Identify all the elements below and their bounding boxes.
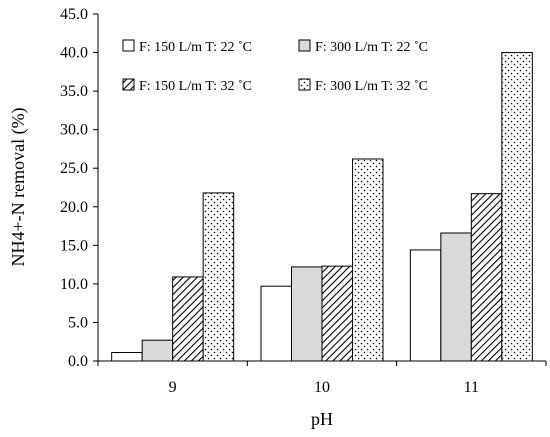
bar (409, 249, 442, 362)
y-tick-label: 0.0 (68, 353, 88, 370)
bar (440, 232, 472, 362)
bar (202, 192, 235, 362)
bar (470, 193, 503, 362)
y-tick-label: 35.0 (60, 83, 88, 100)
x-tick-labels: 9 10 11 (169, 379, 479, 396)
legend-swatch (122, 78, 135, 91)
y-tick-label: 25.0 (60, 160, 88, 177)
bar (352, 158, 384, 362)
y-tick-label: 5.0 (68, 314, 88, 331)
legend-label: F: 150 L/m T: 32 ˚C (139, 79, 252, 94)
legend-label: F: 300 L/m T: 32 ˚C (315, 79, 428, 94)
bar (291, 266, 323, 362)
legend-label: F: 300 L/m T: 22 ˚C (315, 40, 428, 55)
y-tick-label: 30.0 (60, 122, 88, 139)
bar (111, 352, 143, 362)
bar (172, 276, 204, 362)
legend: F: 150 L/m T: 22 ˚C F: 300 L/m T: 22 ˚C F:… (122, 39, 428, 94)
x-tick-label: 11 (464, 379, 479, 396)
y-tick-label: 10.0 (60, 276, 88, 293)
y-tick-label: 45.0 (60, 6, 88, 23)
y-tick-labels: 0.0 5.0 10.0 15.0 20.0 25.0 30.0 35.0 40.0 45.0 (60, 6, 88, 370)
legend-swatch (298, 78, 311, 91)
bar (321, 265, 353, 362)
y-tick-label: 15.0 (60, 237, 88, 254)
axes-layer (93, 13, 547, 366)
y-tick-label: 40.0 (60, 45, 88, 62)
bars-layer (111, 52, 533, 362)
y-axis-title: NH4+-N removal (%) (8, 107, 29, 266)
x-axis-title: pH (311, 409, 333, 429)
bar (501, 52, 533, 362)
x-tick-label: 9 (169, 379, 177, 396)
x-tick-label: 10 (314, 379, 330, 396)
y-tick-label: 20.0 (60, 199, 88, 216)
bar (141, 339, 174, 362)
legend-swatch (122, 39, 135, 52)
bar (260, 285, 292, 362)
legend-label: F: 150 L/m T: 22 ˚C (139, 40, 252, 55)
legend-swatch (298, 39, 311, 52)
